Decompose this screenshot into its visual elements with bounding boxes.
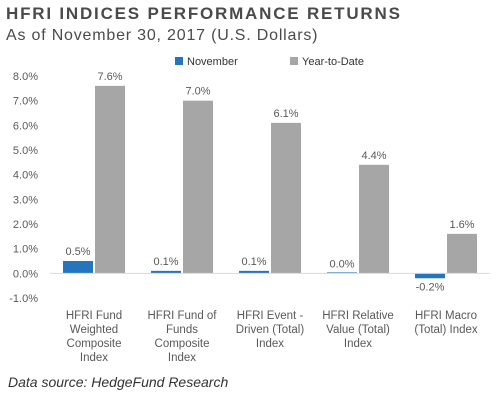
data-label-ytd-3: 4.4% <box>361 150 386 162</box>
y-axis: -1.0% 0.0% 1.0% 2.0% 3.0% 4.0% 5.0% 6.0% 7.0% 8.0… <box>9 71 38 305</box>
x-axis: HFRI Fund Weighted Composite Index HFRI Fund… <box>50 272 490 364</box>
y-tick-label: 7.0% <box>13 96 38 108</box>
category-label-4: HFRI Macro (Total) Index <box>414 310 478 336</box>
category-label-3: HFRI Relative Value (Total) Index <box>322 310 394 350</box>
chart-title: HFRI INDICES PERFORMANCE RETURNS <box>6 4 402 23</box>
y-tick-label: 5.0% <box>13 145 38 157</box>
bar-november-4 <box>415 273 445 279</box>
bar-november-0 <box>63 261 93 274</box>
data-label-ytd-0: 7.6% <box>97 71 122 83</box>
bar-ytd-4 <box>447 233 477 274</box>
y-tick-label: 6.0% <box>13 120 38 132</box>
legend-label-0: November <box>187 56 238 68</box>
data-label-november-4: -0.2% <box>416 281 445 293</box>
chart-subtitle: As of November 30, 2017 (U.S. Dollars) <box>6 27 319 44</box>
y-tick-label: 8.0% <box>13 71 38 83</box>
y-tick-label: 1.0% <box>13 244 38 256</box>
y-tick-label: 0.0% <box>13 268 38 280</box>
bar-november-1 <box>151 270 181 274</box>
legend-swatch-1 <box>290 57 298 65</box>
y-tick-label: 2.0% <box>13 219 38 231</box>
legend-label-1: Year-to-Date <box>302 56 364 68</box>
y-tick-label: 3.0% <box>13 194 38 206</box>
bar-november-2 <box>239 270 269 274</box>
category-label-0: HFRI Fund Weighted Composite Index <box>66 310 122 364</box>
data-label-november-3: 0.0% <box>329 258 354 270</box>
bar-ytd-2 <box>271 122 301 274</box>
category-label-1: HFRI Fund of Funds Composite Index <box>147 310 217 364</box>
bar-ytd-1 <box>183 100 213 274</box>
y-tick-label: 4.0% <box>13 170 38 182</box>
data-label-november-2: 0.1% <box>241 256 266 268</box>
category-label-2: HFRI Event -Driven (Total) Index <box>236 310 305 350</box>
legend-swatch-0 <box>175 57 183 65</box>
data-label-ytd-4: 1.6% <box>449 219 474 231</box>
legend: November Year-to-Date <box>175 56 364 68</box>
y-tick-label: -1.0% <box>9 293 38 305</box>
data-labels: 0.5% 7.6% 0.1% 7.0% 0.1% 6.1% 0.0% 4.4% -0.2% 1.6… <box>65 71 474 293</box>
data-label-ytd-2: 6.1% <box>273 108 298 120</box>
data-source-note: Data source: HedgeFund Research <box>8 374 229 390</box>
bar-ytd-3 <box>359 164 389 274</box>
bar-ytd-0 <box>95 85 125 274</box>
data-label-november-1: 0.1% <box>153 256 178 268</box>
data-label-november-0: 0.5% <box>65 246 90 258</box>
data-label-ytd-1: 7.0% <box>185 86 210 98</box>
bars <box>63 85 477 279</box>
